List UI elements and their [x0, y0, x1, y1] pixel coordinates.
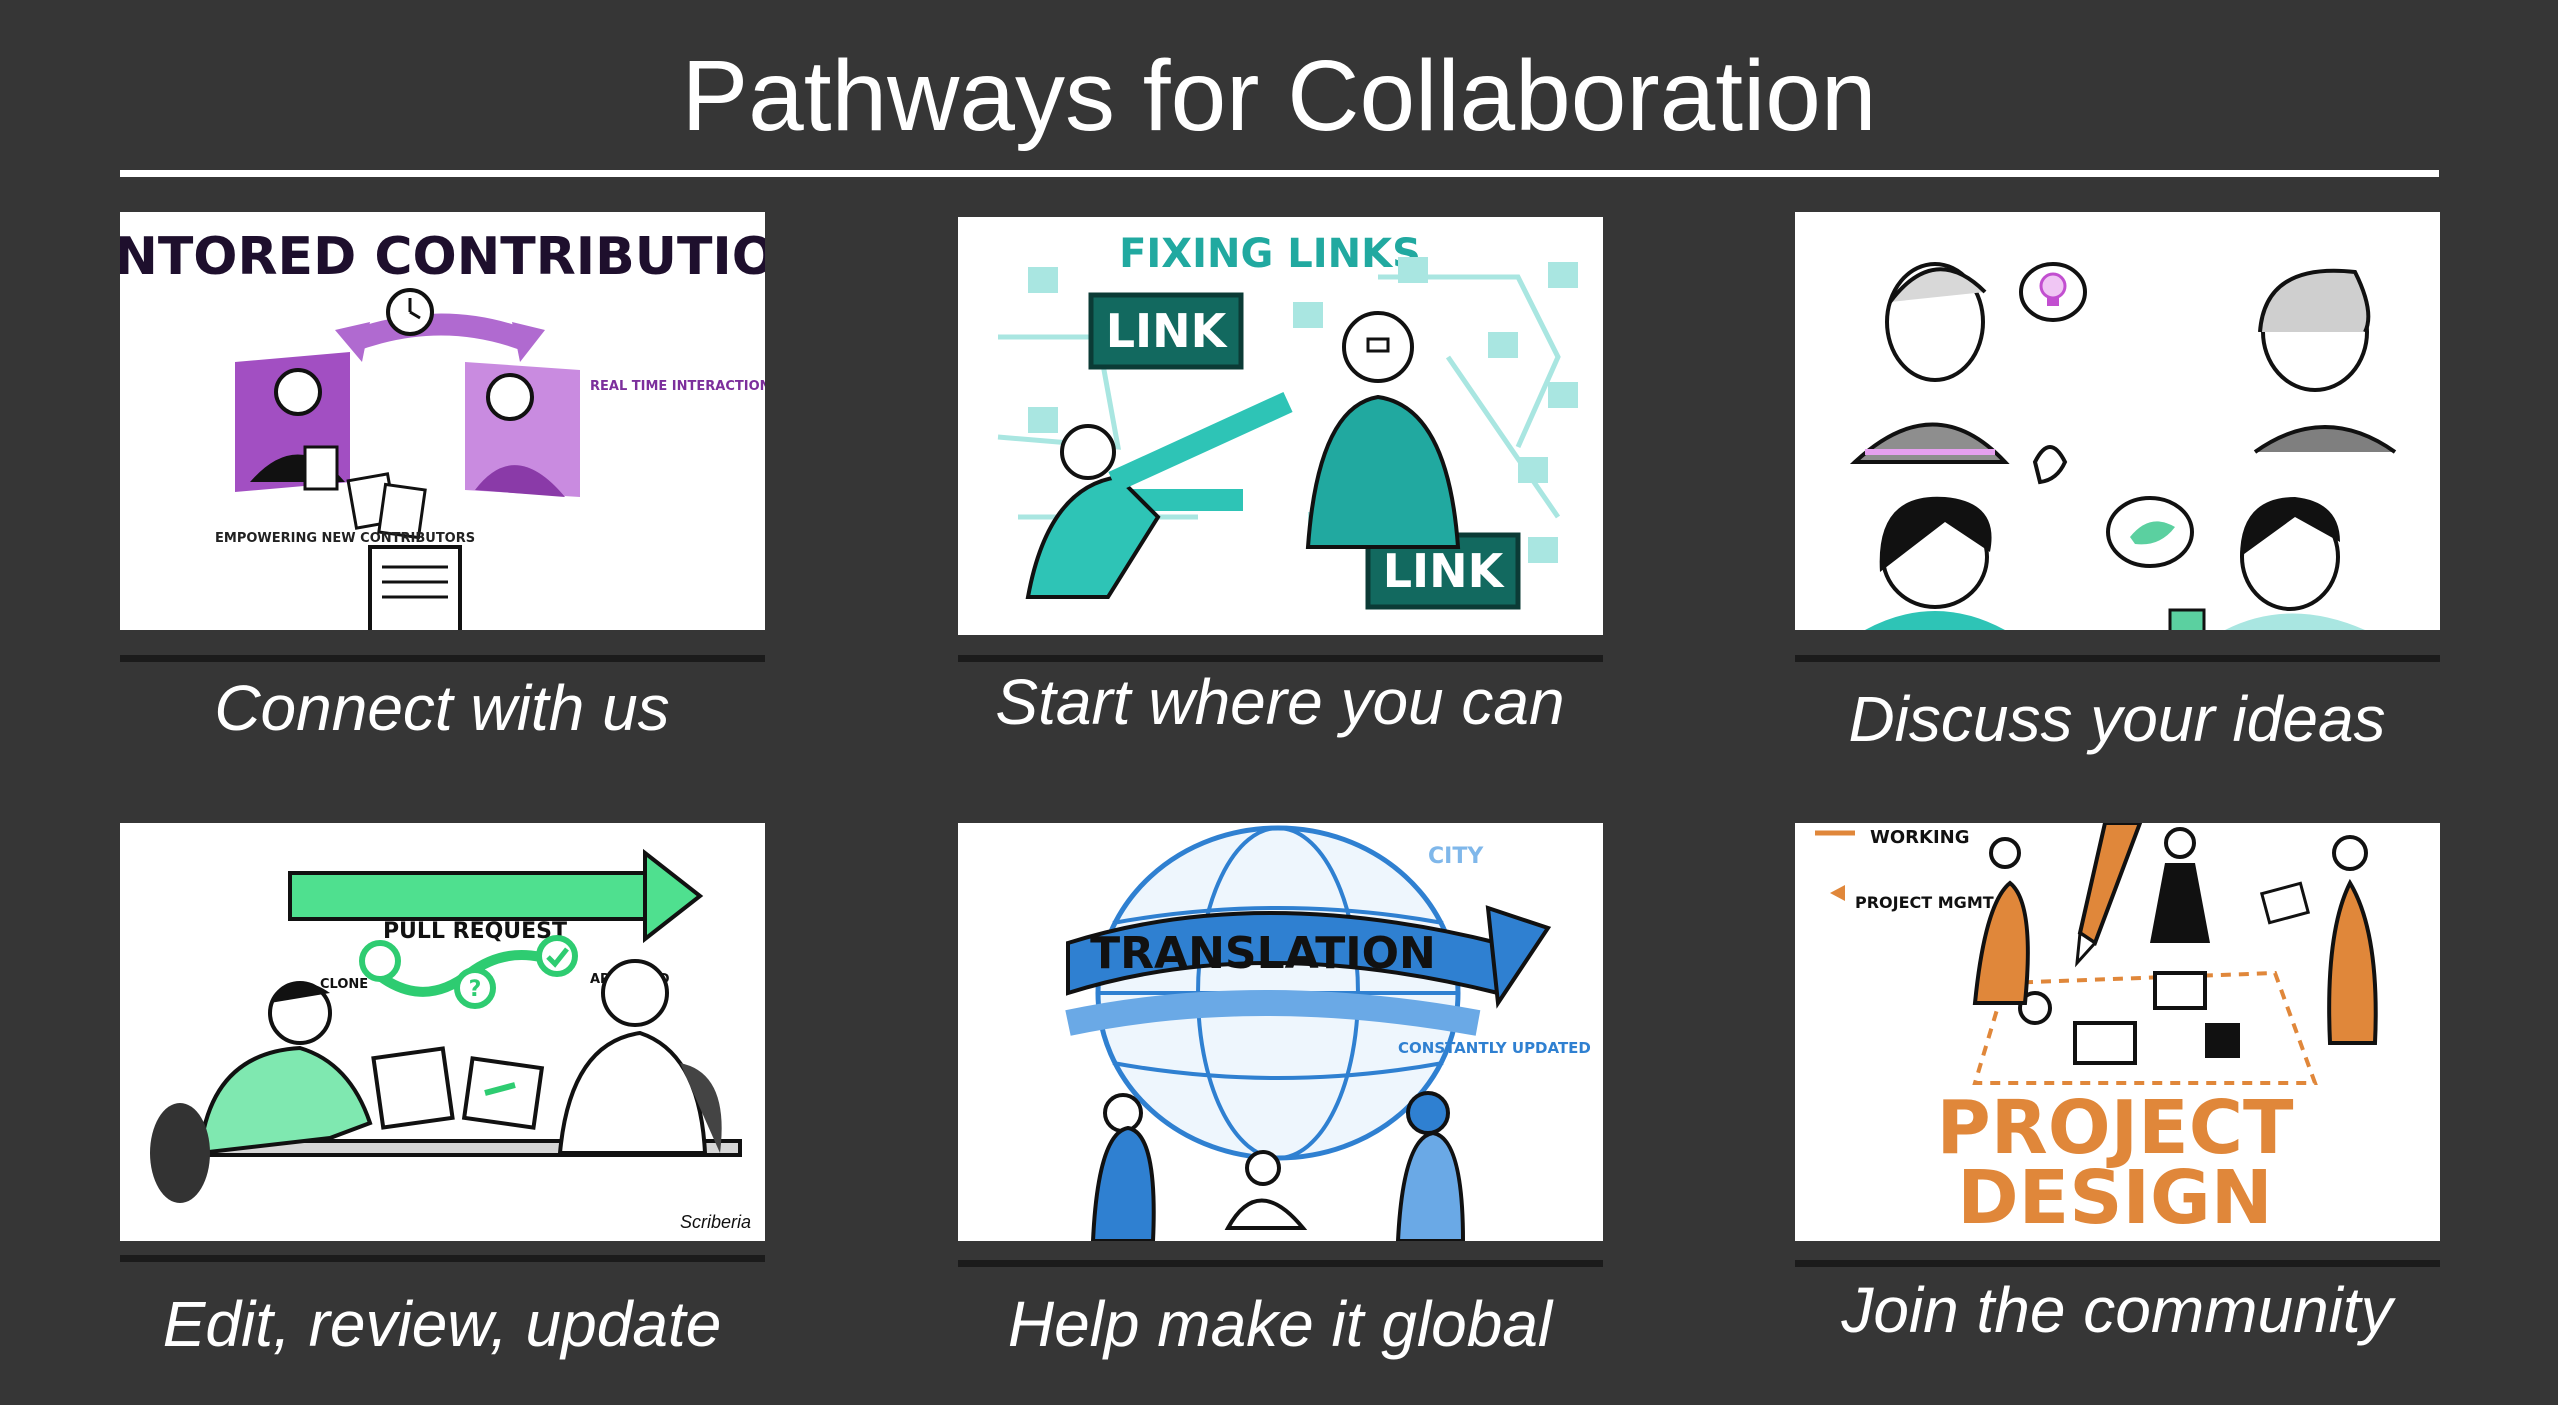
- illustration-project-design: WORKING PROJECT MGMT PROJECT DESIGN: [1815, 823, 2378, 1241]
- translation-banner: TRANSLATION: [1090, 928, 1436, 979]
- signature: Scriberia: [680, 1212, 751, 1232]
- illustration-heading: MENTORED CONTRIBUTIONS: [120, 227, 765, 287]
- card-community: WORKING PROJECT MGMT PROJECT DESIGN: [1795, 823, 2440, 1241]
- working-note: WORKING: [1870, 827, 1970, 848]
- link-label-top: LINK: [1106, 304, 1229, 358]
- card-divider: [1795, 1260, 2440, 1267]
- illustration-fixing-links: FIXING LINKS LINK LINK: [997, 231, 1578, 610]
- bird-icon: [2106, 496, 2194, 568]
- illustration-translation: CITY TRANSLATION CONSTANTLY UPDATED: [1065, 825, 1591, 1241]
- link-label-bottom: LINK: [1383, 544, 1506, 598]
- card-divider: [958, 655, 1603, 662]
- card-connect: MENTORED CONTRIBUTIONS REAL TIME INTERAC…: [120, 212, 765, 630]
- note-left: EMPOWERING NEW CONTRIBUTORS: [215, 531, 475, 546]
- svg-text:?: ?: [469, 977, 482, 1002]
- illustration-heading: FIXING LINKS: [1119, 231, 1421, 277]
- caption-global: Help make it global: [1007, 1288, 1553, 1360]
- caption-edit: Edit, review, update: [162, 1288, 722, 1360]
- card-divider: [120, 655, 765, 662]
- pull-request-label: PULL REQUEST: [383, 919, 567, 944]
- design-label: DESIGN: [1957, 1155, 2272, 1241]
- project-label: PROJECT: [1937, 1085, 2295, 1171]
- title-divider: [120, 170, 2439, 177]
- page-title: Pathways for Collaboration: [681, 40, 1877, 152]
- caption-start: Start where you can: [995, 666, 1565, 738]
- card-start: FIXING LINKS LINK LINK: [958, 217, 1603, 635]
- pencil-icon: [2075, 823, 2143, 968]
- question-icon: ?: [454, 967, 496, 1009]
- card-divider: [1795, 655, 2440, 662]
- caption-community: Join the community: [1841, 1274, 2393, 1346]
- illustration-discuss: [1849, 262, 2397, 630]
- illustration-mentored: MENTORED CONTRIBUTIONS REAL TIME INTERAC…: [120, 227, 765, 630]
- card-divider: [958, 1260, 1603, 1267]
- lightbulb-icon: [2019, 262, 2087, 322]
- clone-label: CLONE: [320, 977, 368, 992]
- card-edit: PULL REQUEST ? CLONE APPROVED Scriberia: [120, 823, 765, 1241]
- constantly-updated-note: CONSTANTLY UPDATED: [1398, 1039, 1591, 1057]
- card-discuss: [1795, 212, 2440, 630]
- caption-discuss: Discuss your ideas: [1848, 683, 2386, 755]
- project-mgmt-note: PROJECT MGMT: [1855, 893, 1994, 912]
- caption-connect: Connect with us: [214, 672, 670, 744]
- check-icon: [536, 935, 578, 977]
- card-divider: [120, 1255, 765, 1262]
- illustration-pull-request: PULL REQUEST ? CLONE APPROVED Scriberia: [150, 848, 751, 1232]
- top-fragment: CITY: [1428, 844, 1484, 869]
- card-global: CITY TRANSLATION CONSTANTLY UPDATED: [958, 823, 1603, 1241]
- clock-icon: [386, 288, 434, 336]
- note-right: REAL TIME INTERACTIONS WITH EXPERIENCED …: [590, 379, 765, 394]
